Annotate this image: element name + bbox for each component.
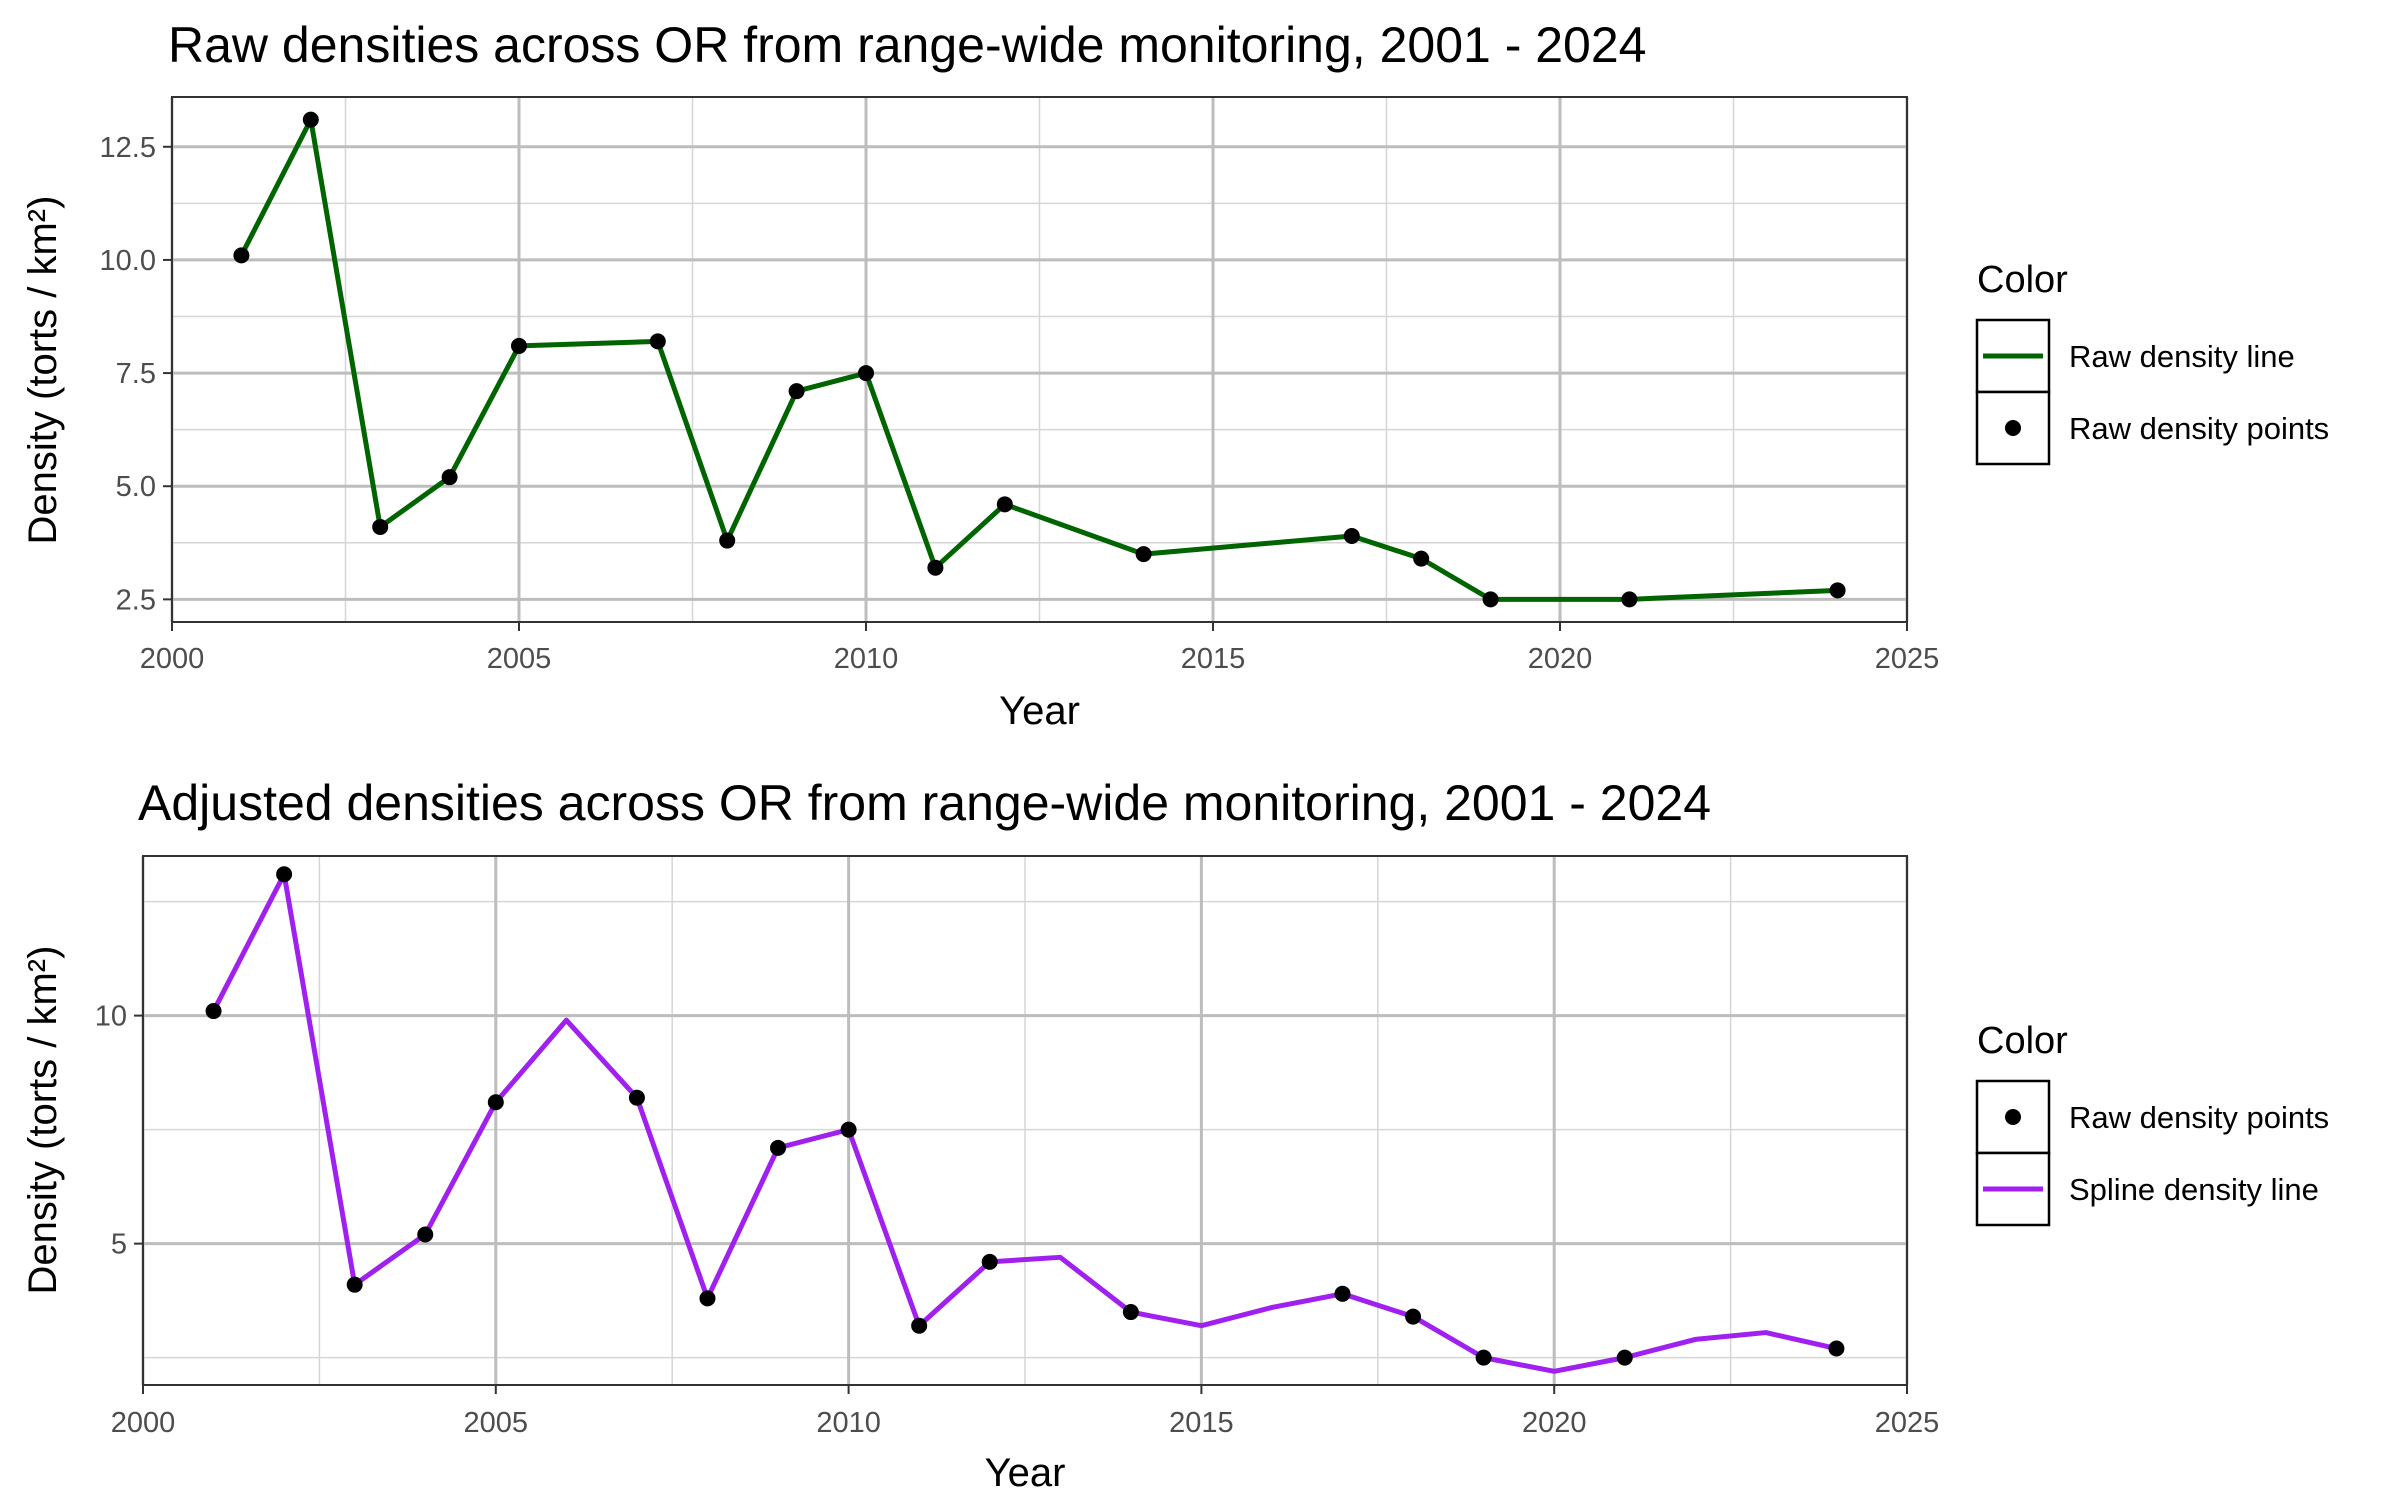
data-point xyxy=(1616,1349,1633,1366)
y-axis-title: Density (torts / km²) xyxy=(21,196,65,545)
x-axis-title: Year xyxy=(999,689,1080,733)
data-point xyxy=(1829,582,1846,599)
y-tick-label: 12.5 xyxy=(100,132,156,164)
data-point xyxy=(996,496,1013,513)
x-tick-label: 2005 xyxy=(487,643,552,675)
x-axis-title: Year xyxy=(985,1451,1066,1495)
legend-label: Raw density line xyxy=(2069,339,2295,374)
data-point xyxy=(628,1089,645,1106)
data-point xyxy=(719,532,736,549)
data-point xyxy=(770,1139,787,1156)
data-point xyxy=(205,1003,222,1020)
data-point xyxy=(699,1290,716,1307)
data-point xyxy=(346,1276,363,1293)
y-tick-label: 10.0 xyxy=(100,245,156,277)
data-point xyxy=(649,333,666,350)
chart-panel-2: Adjusted densities across OR from range-… xyxy=(21,775,2329,1495)
data-point xyxy=(302,111,319,128)
y-tick-label: 7.5 xyxy=(116,358,156,390)
legend-point-swatch xyxy=(2005,420,2021,436)
legend: Color Raw density points Spline density li… xyxy=(1975,1020,2329,1227)
legend-label: Raw density points xyxy=(2069,1100,2329,1135)
data-point xyxy=(276,866,293,883)
x-tick-label: 2000 xyxy=(111,1407,176,1439)
data-point xyxy=(441,469,458,486)
x-tick-label: 2020 xyxy=(1528,643,1593,675)
plot-panel-border xyxy=(171,96,1908,623)
y-tick-label: 2.5 xyxy=(116,584,156,616)
data-point xyxy=(487,1094,504,1111)
y-tick-label: 5.0 xyxy=(116,471,156,503)
data-point xyxy=(981,1253,998,1270)
legend-point-swatch xyxy=(2005,1109,2021,1125)
data-point xyxy=(417,1226,434,1243)
data-point xyxy=(911,1317,928,1334)
data-point xyxy=(1343,528,1360,545)
plot-panel-border xyxy=(142,855,1908,1386)
data-point xyxy=(1334,1285,1351,1302)
x-tick-label: 2015 xyxy=(1169,1407,1234,1439)
gridlines xyxy=(141,856,1909,1385)
data-point xyxy=(1475,1349,1492,1366)
x-tick-label: 2020 xyxy=(1522,1407,1587,1439)
data-point xyxy=(1405,1308,1422,1325)
data-point xyxy=(1135,546,1152,563)
data-point xyxy=(511,337,527,354)
data-point xyxy=(372,518,389,535)
legend-label: Raw density points xyxy=(2069,411,2329,446)
data-point xyxy=(1621,591,1638,608)
data-point xyxy=(1828,1340,1845,1357)
y-tick-label: 5 xyxy=(111,1229,127,1261)
series-line xyxy=(211,871,1837,1374)
x-tick-label: 2025 xyxy=(1875,1407,1940,1439)
data-point xyxy=(840,1121,857,1138)
data-point xyxy=(1122,1304,1139,1321)
legend-label: Spline density line xyxy=(2069,1172,2319,1207)
data-point xyxy=(1482,591,1499,608)
legend-title: Color xyxy=(1977,1020,2068,1062)
y-tick-label: 10 xyxy=(95,1001,127,1033)
y-axis-title: Density (torts / km²) xyxy=(21,946,65,1295)
x-tick-label: 2010 xyxy=(816,1407,881,1439)
x-tick-label: 2005 xyxy=(464,1407,529,1439)
x-tick-label: 2010 xyxy=(834,643,899,675)
legend-title: Color xyxy=(1977,259,2068,301)
x-tick-label: 2015 xyxy=(1181,643,1246,675)
data-point xyxy=(233,247,250,264)
data-point xyxy=(927,559,944,576)
gridlines xyxy=(170,97,1909,622)
x-tick-label: 2025 xyxy=(1875,643,1940,675)
data-point xyxy=(788,383,805,400)
chart-title: Adjusted densities across OR from range-… xyxy=(138,775,1711,831)
data-point xyxy=(858,365,874,382)
chart-title: Raw densities across OR from range-wide … xyxy=(168,17,1646,73)
chart-panel-1: Raw densities across OR from range-wide … xyxy=(21,17,2329,733)
legend: Color Raw density line Raw density points xyxy=(1975,259,2329,466)
data-point xyxy=(1413,550,1430,567)
x-tick-label: 2000 xyxy=(140,643,205,675)
